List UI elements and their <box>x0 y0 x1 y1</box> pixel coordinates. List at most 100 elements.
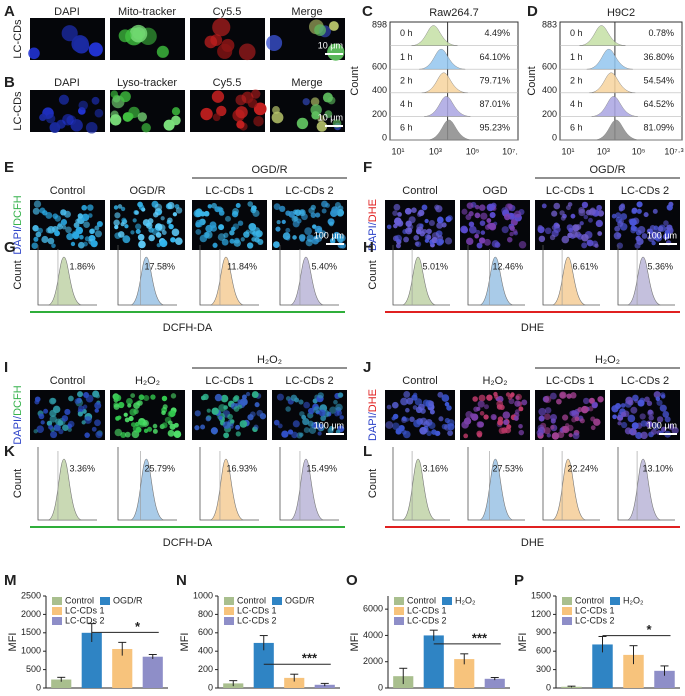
cell <box>543 427 551 435</box>
cell <box>137 201 143 208</box>
cell <box>237 220 244 226</box>
cell <box>653 225 659 230</box>
group-label: H₂O₂ <box>595 354 620 366</box>
cell <box>65 226 72 234</box>
y-axis-label: Count <box>367 469 379 498</box>
cell <box>133 402 140 409</box>
side-label-part: DAPI/ <box>367 411 379 441</box>
percent-label: 4.49% <box>484 28 510 38</box>
histogram <box>289 256 325 306</box>
cell <box>652 422 661 431</box>
cell <box>310 97 320 106</box>
cell <box>155 232 162 238</box>
cell <box>474 212 481 219</box>
image-title: Lyso-tracker <box>117 77 177 89</box>
panel-label: K <box>4 443 15 460</box>
y-tick-label: 898 <box>372 19 387 29</box>
row-label: LC-CDs <box>12 91 24 131</box>
cell <box>137 112 148 122</box>
cell <box>84 416 92 424</box>
panel-label: M <box>4 572 17 589</box>
cell <box>429 409 435 415</box>
cell <box>128 415 134 422</box>
x-tick-label: 10⁷·³ <box>664 146 683 156</box>
histogram <box>401 256 437 306</box>
image-title: H₂O₂ <box>482 375 507 387</box>
cell <box>121 217 127 223</box>
cells <box>266 19 345 61</box>
cell <box>479 220 486 226</box>
cell <box>653 391 661 399</box>
cell <box>571 409 577 416</box>
cell <box>302 418 310 426</box>
cell <box>428 400 435 407</box>
image-title: Merge <box>291 77 322 89</box>
cell <box>200 424 206 430</box>
cell <box>87 204 94 211</box>
error-bar <box>148 654 157 659</box>
cell <box>474 233 479 239</box>
cells <box>385 390 455 439</box>
cell <box>84 432 90 438</box>
cell <box>426 430 432 437</box>
cell <box>214 393 223 402</box>
cell <box>646 400 653 407</box>
error-bar <box>490 676 499 681</box>
cell <box>630 225 637 231</box>
y-axis-label: Count <box>12 260 24 289</box>
cell <box>38 413 45 420</box>
cell <box>122 112 133 122</box>
cell <box>203 210 210 217</box>
y-tick-label: 883 <box>542 19 557 29</box>
cell <box>143 395 150 402</box>
legend-label: LC-CDs 1 <box>65 605 105 615</box>
cell <box>254 402 260 408</box>
cell <box>53 424 61 432</box>
chart-title: Raw264.7 <box>429 7 479 19</box>
cell <box>392 210 398 216</box>
cell <box>501 226 509 234</box>
cell <box>173 422 179 428</box>
significance-label: * <box>135 619 141 634</box>
cell <box>397 212 402 217</box>
cell <box>129 24 148 43</box>
row-label: 6 h <box>400 123 413 133</box>
side-label-part: DHE <box>367 389 379 412</box>
cell <box>135 426 142 433</box>
cell <box>171 115 181 126</box>
side-label-part: DCFH <box>12 385 24 416</box>
cell <box>124 224 129 229</box>
cell <box>477 400 485 408</box>
cell <box>52 213 59 219</box>
cell <box>218 415 223 420</box>
cell <box>394 234 403 243</box>
cell <box>304 227 312 235</box>
cell <box>466 237 474 246</box>
row-label: 2 h <box>570 75 583 85</box>
cell <box>110 90 119 98</box>
cell <box>574 416 580 422</box>
image-title: LC-CDs 2 <box>285 375 333 387</box>
percent-label: 15.49% <box>306 463 337 473</box>
cell <box>585 209 592 216</box>
cell <box>421 204 428 211</box>
cell <box>74 398 81 405</box>
cell <box>404 207 412 215</box>
cell <box>551 432 560 440</box>
cell <box>650 428 657 435</box>
cell <box>122 235 131 244</box>
cell <box>33 200 42 208</box>
cell <box>463 433 469 439</box>
panel-label: O <box>346 572 358 589</box>
image-title: LC-CDs 1 <box>546 185 594 197</box>
cell <box>146 426 153 432</box>
cell <box>114 212 121 219</box>
cell <box>275 226 281 232</box>
cell <box>77 411 83 417</box>
legend-swatch <box>394 617 404 625</box>
y-tick-label: 200 <box>198 664 213 674</box>
histogram <box>289 458 325 521</box>
cell <box>329 237 336 244</box>
cell <box>579 221 584 226</box>
cell <box>251 89 261 99</box>
